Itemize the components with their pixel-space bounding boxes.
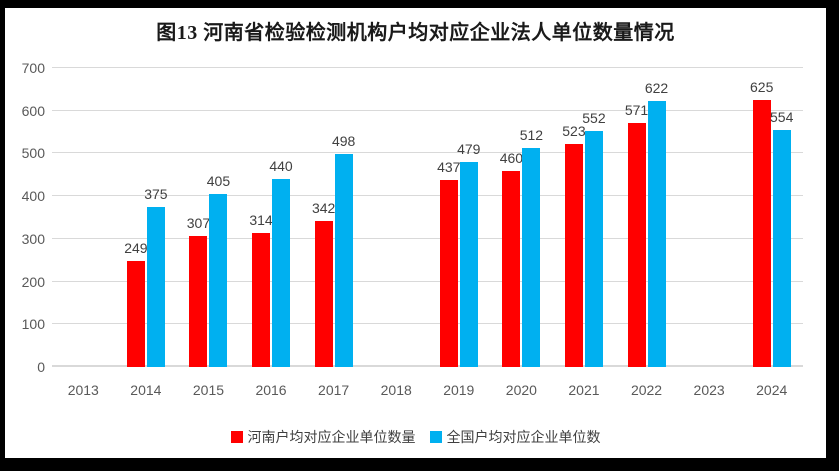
bar-henan-2014 [126, 261, 145, 367]
bar-value-label-national-2022: 622 [644, 80, 669, 96]
bar-henan-2017 [314, 221, 333, 367]
legend-label-national: 全国户均对应企业单位数 [446, 429, 601, 445]
y-tick-label-500: 500 [21, 145, 45, 161]
bar-value-label-henan-2020: 460 [499, 150, 524, 166]
y-tick-label-600: 600 [21, 103, 45, 119]
bar-value-label-henan-2015: 307 [186, 215, 211, 231]
plot-area: 249 375 307 405 314 440 342 498 437 479 460 512 523 5… [52, 67, 803, 367]
y-tick-label-0: 0 [37, 359, 45, 375]
x-tick-label-2021: 2021 [568, 382, 600, 398]
legend: 河南户均对应企业单位数量 全国户均对应企业单位数 [5, 427, 826, 447]
bar-value-label-henan-2021: 523 [562, 123, 586, 139]
bar-value-label-henan-2014: 249 [124, 240, 148, 256]
bar-value-label-national-2019: 479 [457, 141, 481, 157]
x-tick-label-2017: 2017 [318, 382, 350, 398]
bar-national-2016 [272, 179, 291, 367]
bar-group-2024: 625 554 [750, 68, 793, 367]
x-tick-label-2020: 2020 [505, 382, 537, 398]
bar-value-label-henan-2022: 571 [624, 102, 649, 118]
gridline-600 [52, 110, 803, 111]
bar-national-2017 [334, 154, 353, 367]
bar-value-label-national-2020: 512 [519, 127, 544, 143]
bar-group-2015: 307 405 [187, 68, 230, 367]
x-tick-label-2023: 2023 [693, 382, 725, 398]
gridline-500 [52, 152, 803, 153]
bar-group-2022: 571 622 [625, 68, 668, 367]
bar-national-2015 [209, 194, 228, 367]
bar-group-2017: 342 498 [312, 68, 355, 367]
bar-henan-2022 [627, 123, 646, 367]
bar-national-2024 [772, 130, 791, 367]
x-tick-label-2013: 2013 [67, 382, 99, 398]
bar-value-label-national-2016: 440 [269, 158, 293, 174]
bar-value-label-henan-2024: 625 [750, 79, 774, 95]
bar-value-label-national-2024: 554 [770, 109, 794, 125]
bar-national-2014 [146, 207, 165, 367]
bar-value-label-henan-2019: 437 [437, 159, 461, 175]
x-tick-label-2014: 2014 [130, 382, 162, 398]
bar-group-2018 [377, 68, 415, 367]
bar-value-label-national-2021: 552 [582, 110, 606, 126]
chart-figure: 图13 河南省检验检测机构户均对应企业法人单位数量情况 249 375 307 405… [5, 8, 826, 458]
x-tick-label-2016: 2016 [255, 382, 287, 398]
bar-value-label-national-2017: 498 [331, 133, 356, 149]
bar-group-2019: 437 479 [437, 68, 480, 367]
gridline-300 [52, 238, 803, 239]
legend-swatch-henan [230, 431, 243, 443]
gridline-200 [52, 281, 803, 282]
x-tick-label-2015: 2015 [192, 382, 225, 398]
gridline-700 [52, 67, 803, 68]
bar-national-2022 [647, 101, 666, 367]
gridline-400 [52, 195, 803, 196]
bar-group-2013 [64, 68, 102, 367]
gridline-0 [52, 365, 803, 367]
x-tick-label-2019: 2019 [443, 382, 475, 398]
y-tick-label-400: 400 [21, 188, 45, 204]
bar-group-2016: 314 440 [249, 68, 293, 367]
bar-national-2021 [584, 131, 603, 367]
y-tick-label-700: 700 [21, 60, 45, 76]
bar-value-label-henan-2016: 314 [249, 212, 273, 228]
bar-henan-2016 [252, 233, 271, 367]
x-axis-tick-labels: 2013 2014 2015 2016 2017 2018 2019 2020 2021 2022… [52, 382, 803, 400]
bar-group-2020: 460 512 [500, 68, 543, 367]
bar-group-2023 [690, 68, 728, 367]
y-tick-label-100: 100 [21, 316, 45, 332]
y-tick-label-200: 200 [21, 274, 45, 290]
bar-henan-2019 [439, 180, 458, 367]
bar-group-2014: 249 375 [124, 68, 168, 367]
legend-label-henan: 河南户均对应企业单位数量 [247, 429, 416, 445]
y-tick-label-300: 300 [21, 231, 45, 247]
bar-henan-2021 [564, 144, 583, 367]
chart-title: 图13 河南省检验检测机构户均对应企业法人单位数量情况 [156, 22, 675, 44]
gridline-100 [52, 323, 803, 324]
x-tick-label-2018: 2018 [380, 382, 412, 398]
x-tick-label-2024: 2024 [756, 382, 788, 398]
bar-value-label-national-2014: 375 [144, 186, 168, 202]
bar-value-label-henan-2017: 342 [311, 200, 336, 216]
bar-henan-2024 [752, 100, 771, 367]
legend-item-national: 全国户均对应企业单位数 [429, 427, 601, 447]
bar-national-2020 [522, 148, 541, 367]
bar-value-label-national-2015: 405 [206, 173, 231, 189]
x-tick-label-2022: 2022 [630, 382, 663, 398]
bar-henan-2020 [502, 171, 521, 367]
bar-national-2019 [459, 162, 478, 367]
bar-henan-2015 [189, 236, 208, 367]
legend-item-henan: 河南户均对应企业单位数量 [230, 427, 416, 447]
legend-swatch-national [429, 431, 442, 443]
bar-group-2021: 523 552 [562, 68, 606, 367]
